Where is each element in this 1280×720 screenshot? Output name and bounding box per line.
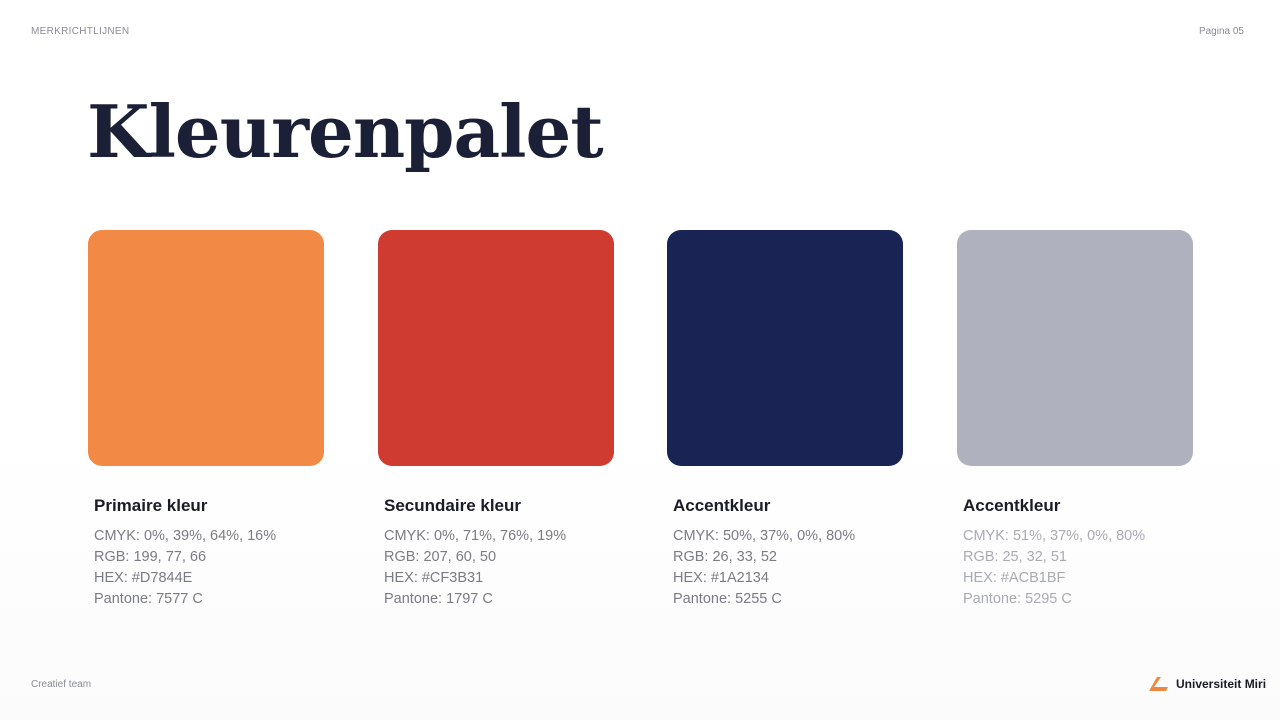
color-card: Accentkleur CMYK: 51%, 37%, 0%, 80% RGB:… — [957, 230, 1193, 610]
color-name: Accentkleur — [673, 496, 771, 515]
cmyk-value: CMYK: 0%, 71%, 76%, 19% — [384, 528, 567, 544]
color-name: Accentkleur — [963, 496, 1061, 515]
color-card: Accentkleur CMYK: 50%, 37%, 0%, 80% RGB:… — [667, 230, 903, 610]
page-title: Kleurenpalet — [87, 89, 604, 174]
rgb-value: RGB: 25, 32, 51 — [963, 549, 1067, 565]
pantone-value: Pantone: 5295 C — [963, 591, 1072, 607]
page-number: Pagina 05 — [1198, 26, 1244, 37]
color-swatch — [957, 230, 1193, 466]
rgb-value: RGB: 199, 77, 66 — [94, 549, 207, 565]
pantone-value: Pantone: 7577 C — [94, 591, 203, 607]
color-specs: CMYK: 0%, 39%, 64%, 16% RGB: 199, 77, 66… — [94, 526, 324, 610]
footer-team: Creatief team — [31, 679, 92, 690]
hex-value: HEX: #CF3B31 — [384, 570, 484, 586]
pantone-value: Pantone: 1797 C — [384, 591, 493, 607]
hex-value: HEX: #1A2134 — [673, 570, 769, 586]
color-card: Secundaire kleur CMYK: 0%, 71%, 76%, 19%… — [378, 230, 614, 610]
color-card: Primaire kleur CMYK: 0%, 39%, 64%, 16% R… — [88, 230, 324, 610]
logo-icon — [1149, 677, 1168, 691]
cmyk-value: CMYK: 0%, 39%, 64%, 16% — [94, 528, 277, 544]
color-specs: CMYK: 51%, 37%, 0%, 80% RGB: 25, 32, 51 … — [963, 526, 1193, 610]
color-name: Primaire kleur — [94, 496, 208, 515]
cmyk-value: CMYK: 51%, 37%, 0%, 80% — [963, 528, 1146, 544]
section-label: MERKRICHTLIJNEN — [31, 26, 130, 37]
color-specs: CMYK: 0%, 71%, 76%, 19% RGB: 207, 60, 50… — [384, 526, 614, 610]
color-name: Secundaire kleur — [384, 496, 522, 515]
color-swatch — [378, 230, 614, 466]
brand-logo: Universiteit Miri — [1148, 676, 1266, 692]
hex-value: HEX: #ACB1BF — [963, 570, 1066, 586]
pantone-value: Pantone: 5255 C — [673, 591, 782, 607]
color-swatch — [88, 230, 324, 466]
brand-name: Universiteit Miri — [1176, 677, 1267, 691]
color-specs: CMYK: 50%, 37%, 0%, 80% RGB: 26, 33, 52 … — [673, 526, 903, 610]
rgb-value: RGB: 26, 33, 52 — [673, 549, 777, 565]
color-swatch — [667, 230, 903, 466]
cmyk-value: CMYK: 50%, 37%, 0%, 80% — [673, 528, 856, 544]
rgb-value: RGB: 207, 60, 50 — [384, 549, 497, 565]
hex-value: HEX: #D7844E — [94, 570, 193, 586]
